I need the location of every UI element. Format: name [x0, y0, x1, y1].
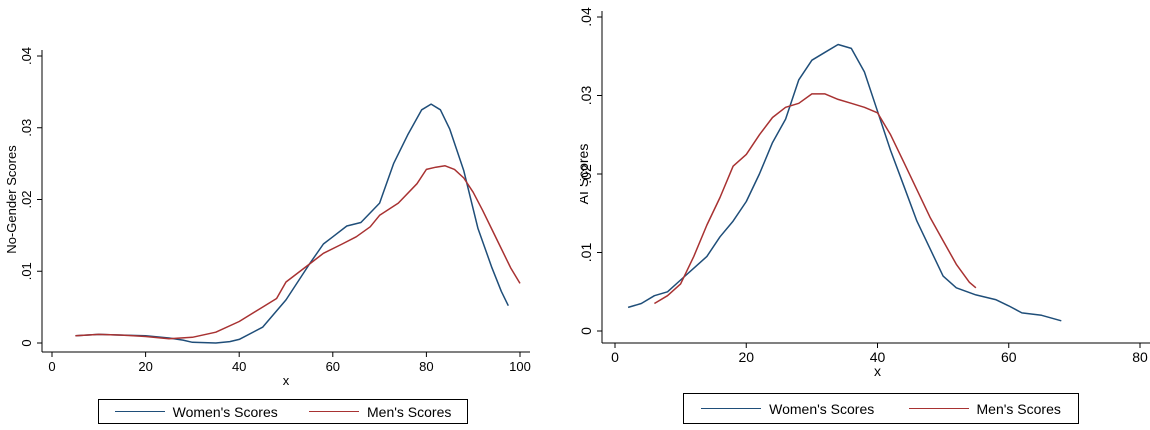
chart0-x-tick-label: 80	[419, 359, 433, 374]
chart1-y-tick-label: .02	[580, 164, 594, 184]
left-legend-item-men: Men's Scores	[309, 404, 451, 420]
chart0-series-line-men	[75, 165, 521, 340]
chart0-y-tick-label: .03	[19, 119, 34, 137]
right-legend-swatch-men	[908, 408, 969, 409]
chart1-y-tick-label: .01	[580, 243, 594, 263]
right-chart-panel: 0 20 40 60 80 0 .01 .02 .03 .04 x AI Scores Women's…	[575, 0, 1150, 425]
right-legend-swatch-women	[701, 408, 762, 409]
chart1-y-tick-label: .03	[580, 86, 594, 106]
chart0-y-axis-title: No-Gender Scores	[4, 145, 19, 254]
chart1-series-line-women	[627, 43, 1062, 322]
chart0-x-tick-label: 40	[232, 359, 246, 374]
right-density-chart: 0 20 40 60 80 0 .01 .02 .03 .04 x AI Scores	[575, 7, 1150, 379]
chart1-x-tick-label: 40	[870, 349, 886, 365]
left-legend-label-men: Men's Scores	[367, 403, 452, 420]
chart0-x-tick-label: 0	[48, 359, 55, 374]
chart1-y-axis-title: AI Scores	[580, 144, 591, 205]
right-legend-item-women: Women's Scores	[701, 401, 874, 417]
chart0-y-tick-label: 0	[19, 339, 34, 346]
right-legend-item-men: Men's Scores	[908, 400, 1061, 417]
chart0-x-tick-label: 60	[326, 359, 340, 374]
chart1-series-line-men	[654, 93, 977, 305]
left-legend-item-women: Women's Scores	[114, 403, 278, 420]
chart1-x-axis-title: x	[874, 363, 881, 379]
chart1-x-tick-label: 80	[1132, 349, 1148, 365]
chart0-y-tick-label: .02	[19, 190, 34, 208]
left-chart-legend: Women's Scores Men's Scores	[98, 399, 468, 424]
chart0-series-line-women	[75, 103, 509, 344]
right-legend-label-women: Women's Scores	[769, 400, 875, 417]
right-legend-label-men: Men's Scores	[976, 400, 1061, 417]
left-legend-swatch-women	[114, 411, 165, 412]
chart0-y-tick-label: .01	[19, 262, 34, 280]
chart1-x-tick-label: 60	[1001, 349, 1017, 365]
left-legend-swatch-men	[309, 411, 359, 412]
chart1-x-tick-label: 20	[738, 349, 754, 365]
left-chart-panel: 0 20 40 60 80 100 0 .01 .02 .03 .04 x No-Gender Scor…	[0, 0, 560, 425]
left-legend-label-women: Women's Scores	[172, 403, 278, 420]
chart1-y-tick-label: 0	[580, 327, 594, 335]
chart1-y-tick-label: .04	[580, 7, 594, 27]
right-chart-legend: Women's Scores Men's Scores	[683, 393, 1079, 424]
chart1-x-tick-label: 0	[611, 349, 619, 365]
left-density-chart: 0 20 40 60 80 100 0 .01 .02 .03 .04 x No-Gender Scor…	[4, 47, 531, 388]
chart0-x-tick-label: 100	[509, 359, 531, 374]
chart0-x-tick-label: 20	[138, 359, 152, 374]
chart0-x-axis-title: x	[283, 373, 290, 388]
chart0-y-tick-label: .04	[19, 47, 34, 65]
